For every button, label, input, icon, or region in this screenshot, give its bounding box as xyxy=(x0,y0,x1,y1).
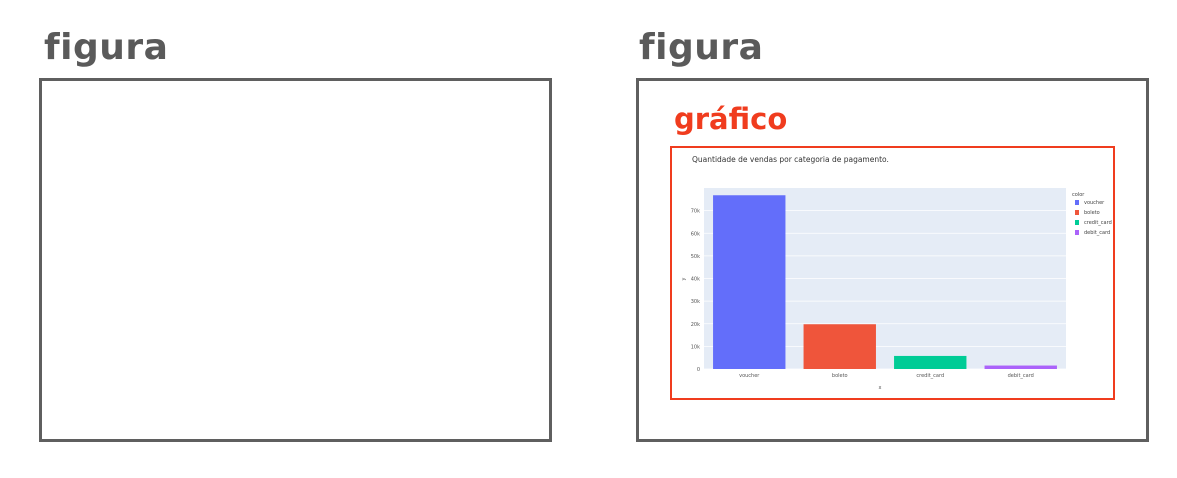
x-tick-label: voucher xyxy=(739,373,760,379)
right-figure-label: figura xyxy=(639,27,764,68)
legend-entry: credit_card xyxy=(1084,220,1112,226)
left-figure-box xyxy=(39,78,552,442)
left-figure-label: figura xyxy=(44,27,169,68)
bar-debit-card xyxy=(984,365,1057,369)
legend-swatch xyxy=(1075,200,1079,205)
x-tick-label: credit_card xyxy=(916,373,944,379)
bar-chart: Quantidade de vendas por categoria de pa… xyxy=(681,155,1112,391)
chart-title: Quantidade de vendas por categoria de pa… xyxy=(692,155,889,164)
legend-entry: boleto xyxy=(1084,210,1100,216)
x-axis-label: x xyxy=(879,385,882,391)
x-tick-label: debit_card xyxy=(1008,373,1034,379)
legend-swatch xyxy=(1075,220,1079,225)
bar-voucher xyxy=(713,195,786,369)
legend-entry: voucher xyxy=(1084,200,1105,206)
y-tick-label: 10k xyxy=(691,344,700,350)
y-tick-label: 60k xyxy=(691,231,700,237)
bar-boleto xyxy=(803,324,876,369)
y-tick-label: 0 xyxy=(697,367,700,373)
y-tick-label: 20k xyxy=(691,322,700,328)
legend-title: color xyxy=(1072,192,1085,198)
bar-credit-card xyxy=(894,355,967,369)
y-tick-label: 30k xyxy=(691,299,700,305)
legend-swatch xyxy=(1075,230,1079,235)
x-tick-label: boleto xyxy=(832,373,848,379)
chart-frame: Quantidade de vendas por categoria de pa… xyxy=(670,146,1115,400)
chart-label: gráfico xyxy=(674,102,788,136)
plot-area: 0 10k 20k 30k 40k 50k 60k 70k voucher boleto credi… xyxy=(691,188,1066,379)
chart-legend: color voucher boleto credit_card debit_card xyxy=(1072,192,1112,236)
y-tick-label: 40k xyxy=(691,277,700,283)
y-tick-label: 50k xyxy=(691,254,700,260)
y-axis-label: y xyxy=(681,277,687,280)
legend-swatch xyxy=(1075,210,1079,215)
legend-entry: debit_card xyxy=(1084,230,1110,236)
y-tick-label: 70k xyxy=(691,209,700,215)
